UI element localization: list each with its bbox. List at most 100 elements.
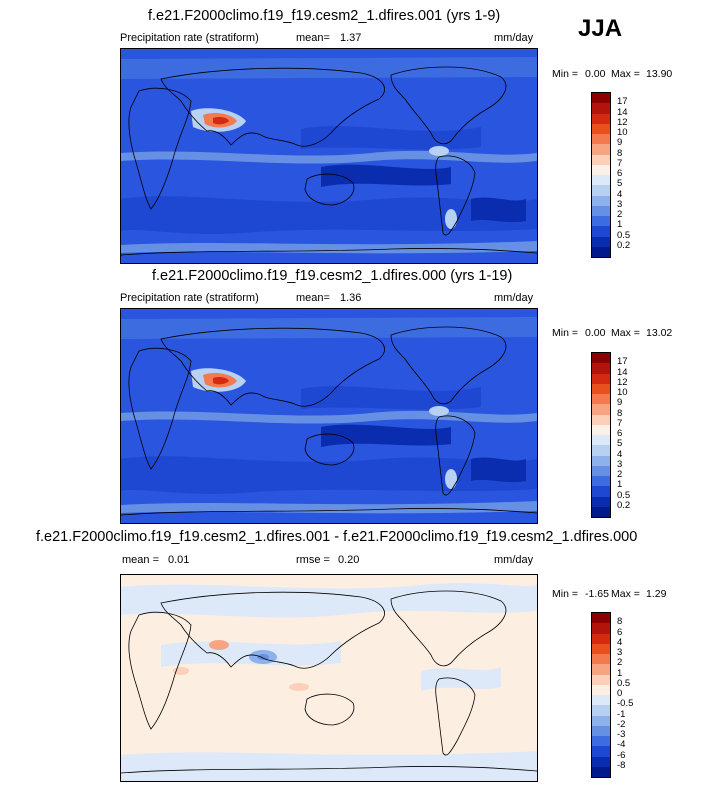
panel2-panama-high — [429, 406, 449, 416]
panel3-pos-spcz — [289, 683, 309, 691]
panel1-coast-africa — [128, 87, 192, 210]
panel2-colorbar-segment — [592, 353, 610, 364]
panel3-coast-namerica — [390, 590, 507, 667]
panel2-coast-africa — [128, 347, 192, 470]
panel2-colorbar-label: 4 — [617, 448, 623, 460]
panel3-colorbar-label: -2 — [617, 718, 626, 730]
panel1-coast-antarctica — [121, 248, 537, 256]
panel3-colorbar-label: -4 — [617, 739, 626, 751]
panel2-colorbar — [591, 352, 611, 518]
panel1-colorbar-segments — [592, 93, 610, 257]
panel2-colorbar-segment — [592, 465, 610, 476]
panel3-colorbar-segment — [592, 623, 610, 634]
panel1-storm-track — [121, 241, 537, 254]
panel1-colorbar-segment — [592, 113, 610, 124]
panel3-units: mm/day — [494, 554, 534, 566]
panel1-max-value: 13.90 — [646, 68, 673, 80]
panel3-colorbar-segment — [592, 674, 610, 685]
panel2-map — [120, 308, 538, 524]
panel3-mean-value: 0.01 — [168, 554, 190, 566]
panel3-colorbar-segment — [592, 684, 610, 695]
panel2-colorbar-segment — [592, 383, 610, 394]
panel2-mean-label: mean= — [296, 292, 330, 304]
panel2-colorbar-segment — [592, 373, 610, 384]
panel1-panama-high — [429, 146, 449, 156]
panel3-neg-patch-atl — [421, 667, 501, 691]
panel1-mean-label: mean= — [296, 32, 330, 44]
panel1-colorbar-segment — [592, 93, 610, 104]
panel1-title: f.e21.F2000climo.f19_f19.cesm2_1.dfires.… — [148, 8, 501, 24]
panel2-title: f.e21.F2000climo.f19_f19.cesm2_1.dfires.… — [152, 268, 513, 284]
panel2-dark-atl — [471, 457, 526, 483]
panel1-map — [120, 48, 538, 264]
panel1-colorbar-label: 17 — [617, 96, 628, 108]
panel2-colorbar-segment — [592, 486, 610, 497]
panel1-min-value: 0.00 — [585, 68, 606, 80]
panel3-colorbar-segment — [592, 695, 610, 706]
panel2-colorbar-segment — [592, 394, 610, 405]
panel2-colorbar-segment — [592, 414, 610, 425]
panel1-colorbar-label: 10 — [617, 127, 628, 138]
panel1-colorbar-label: 1 — [617, 219, 623, 231]
panel3-neg-band-south — [121, 751, 537, 781]
season-label: JJA — [578, 15, 623, 42]
panel1-coast-namerica — [390, 66, 507, 145]
panel3-colorbar-label: -8 — [617, 759, 626, 771]
panel2-colorbar-label: 8 — [617, 407, 623, 419]
panel3-coast-africa — [128, 611, 192, 730]
panel1-dry-band — [121, 57, 537, 79]
panel2-dry-band — [121, 317, 537, 339]
panel3-colorbar-segment — [592, 736, 610, 747]
panel1-colorbar-segment — [592, 236, 610, 247]
panel3-colorbar-segment — [592, 654, 610, 665]
panel3-colorbar-label: 3 — [617, 647, 623, 658]
panel1-colorbar-segment — [592, 246, 610, 257]
panel3-map — [120, 574, 538, 782]
panel3-colorbar-label: 4 — [617, 636, 623, 648]
panel1-subtropic-south — [121, 196, 537, 234]
panel1-colorbar-label: 5 — [617, 178, 623, 190]
panel3-colorbar-segment — [592, 725, 610, 736]
panel1-coastlines — [121, 66, 537, 256]
panel2-colorbar-segment — [592, 476, 610, 487]
panel3-colorbar-segment — [592, 715, 610, 726]
panel1-coast-samerica — [435, 155, 476, 236]
panel3-colorbar-segments — [592, 613, 610, 777]
panel1-colorbar-label: 3 — [617, 198, 623, 210]
panel1-min-label: Min = — [552, 68, 578, 80]
panel2-colorbar-segment — [592, 455, 610, 466]
panel1-colorbar-segment — [592, 123, 610, 134]
panel2-coast-eurasia — [160, 327, 385, 407]
panel1-colorbar-segment — [592, 216, 610, 227]
panel3-colorbar-label: 2 — [617, 657, 623, 669]
panel2-andes-high — [445, 469, 457, 489]
panel3-pos-india — [209, 640, 229, 650]
panel3-coast-antarctica — [121, 766, 537, 774]
panel1-colorbar-segment — [592, 164, 610, 175]
panel2-coast-samerica — [435, 415, 476, 496]
panel1-variable: Precipitation rate (stratiform) — [120, 32, 259, 44]
panel1-colorbar-segment — [592, 154, 610, 165]
panel2-subtropic-south — [121, 456, 537, 494]
panel1-colorbar-label: 0.5 — [617, 229, 631, 241]
panel2-colorbar-label: 14 — [617, 366, 628, 378]
panel3-colorbar-segment — [592, 643, 610, 654]
panel2-coast-namerica — [390, 326, 507, 405]
panel2-colorbar-label: 3 — [617, 458, 623, 470]
panel2-colorbar-segment — [592, 496, 610, 507]
panel2-subtropic-north — [301, 386, 481, 410]
panel3-mean-label: mean = — [122, 554, 159, 566]
panel3-colorbar-segment — [592, 746, 610, 757]
panel2-coast-antarctica — [121, 508, 537, 516]
panel1-colorbar-label: 8 — [617, 147, 623, 159]
panel1-colorbar-segment — [592, 195, 610, 206]
panel3-colorbar-segment — [592, 633, 610, 644]
panel1-units: mm/day — [494, 32, 534, 44]
panel2-colorbar-label: 6 — [617, 428, 623, 439]
panel1-max-label: Max = — [611, 68, 640, 80]
panel3-title: f.e21.F2000climo.f19_f19.cesm2_1.dfires.… — [36, 529, 638, 545]
panel2-colorbar-label: 1 — [617, 479, 623, 491]
panel2-coastlines — [121, 326, 537, 516]
panel3-coast-australia — [304, 693, 355, 726]
panel1-subtropic-north — [301, 126, 481, 150]
